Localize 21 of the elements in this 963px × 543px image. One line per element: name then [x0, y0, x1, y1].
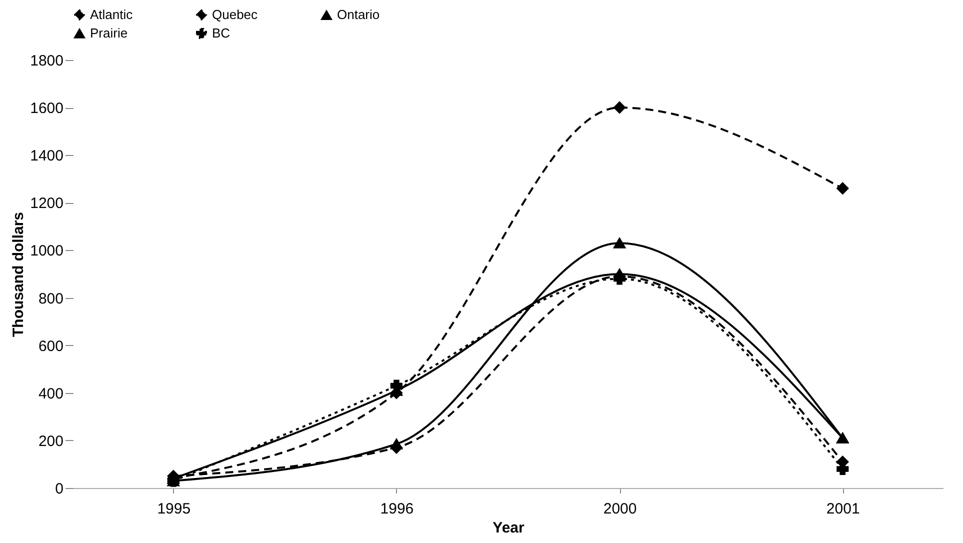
- x-tick-label: 2001: [826, 500, 860, 518]
- y-axis-title: Thousand dollars: [10, 212, 28, 338]
- x-axis-title: Year: [492, 520, 525, 536]
- y-tick-label: 1400: [30, 148, 64, 165]
- y-tick-label: 1200: [30, 195, 64, 212]
- legend-label: BC: [212, 26, 230, 40]
- legend-label: Prairie: [90, 26, 128, 40]
- y-tick-label: 0: [55, 480, 64, 498]
- x-tick-label: 1996: [380, 500, 414, 518]
- y-tick-label: 1000: [30, 242, 64, 260]
- legend-label: Atlantic: [90, 6, 134, 22]
- y-tick-label: 600: [38, 338, 64, 355]
- y-tick-label: 800: [38, 290, 64, 308]
- y-tick-label: 1600: [30, 100, 64, 118]
- legend-label: Quebec: [212, 6, 258, 22]
- y-tick-label: 200: [38, 432, 64, 450]
- x-tick-label: 1995: [157, 500, 191, 518]
- y-tick-label: 400: [38, 385, 64, 402]
- y-tick-label: 1800: [30, 52, 64, 70]
- x-tick-label: 2000: [603, 500, 637, 518]
- legend-label: Ontario: [337, 7, 380, 22]
